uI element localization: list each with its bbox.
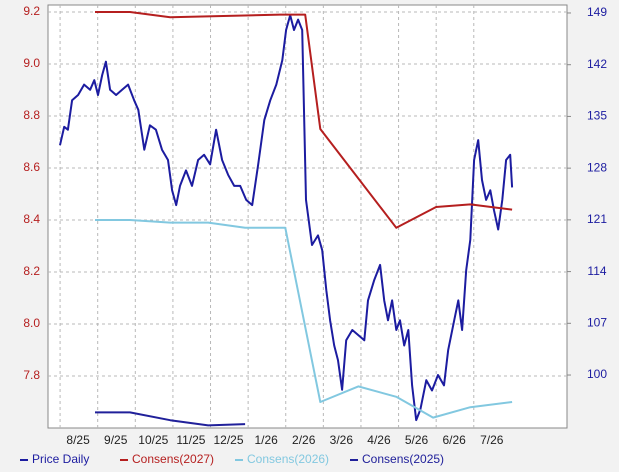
y-tick-label: 9.2 <box>23 4 40 18</box>
series-line <box>59 14 514 422</box>
x-tick-label: 3/26 <box>330 433 354 447</box>
y-tick-label: 8.4 <box>23 212 40 226</box>
x-tick-label: 11/25 <box>176 433 205 447</box>
y2-tick-label: 128 <box>587 160 607 174</box>
y2-tick-label: 107 <box>587 315 607 329</box>
y2-tick-label: 100 <box>587 367 607 381</box>
legend-label: Consens(2026) <box>247 452 329 466</box>
x-tick-label: 2/26 <box>292 433 316 447</box>
y2-tick-label: 114 <box>587 264 606 278</box>
x-tick-label: 9/25 <box>104 433 128 447</box>
y-tick-label: 8.6 <box>23 160 40 174</box>
series-line <box>95 411 246 427</box>
legend-label: Consens(2025) <box>362 452 444 466</box>
x-tick-label: 5/26 <box>405 433 429 447</box>
y2-tick-label: 135 <box>587 109 607 123</box>
x-tick-label: 7/26 <box>480 433 504 447</box>
y2-tick-label: 149 <box>587 5 607 19</box>
x-tick-label: 10/25 <box>138 433 168 447</box>
y-tick-label: 8.0 <box>23 316 40 330</box>
x-tick-label: 8/25 <box>66 433 90 447</box>
legend-label: Price Daily <box>32 452 89 466</box>
y2-tick-label: 121 <box>587 212 607 226</box>
legend-label: Consens(2027) <box>132 452 214 466</box>
y-tick-label: 8.8 <box>23 108 40 122</box>
y-tick-label: 8.2 <box>23 264 40 278</box>
y-tick-label: 9.0 <box>23 56 40 70</box>
series-line <box>95 219 513 419</box>
series-line <box>95 11 513 229</box>
x-tick-label: 6/26 <box>442 433 466 447</box>
x-tick-label: 1/26 <box>254 433 278 447</box>
x-tick-label: 4/26 <box>367 433 391 447</box>
y-tick-label: 7.8 <box>23 368 40 382</box>
x-tick-label: 12/25 <box>214 433 244 447</box>
y2-tick-label: 142 <box>587 57 607 71</box>
